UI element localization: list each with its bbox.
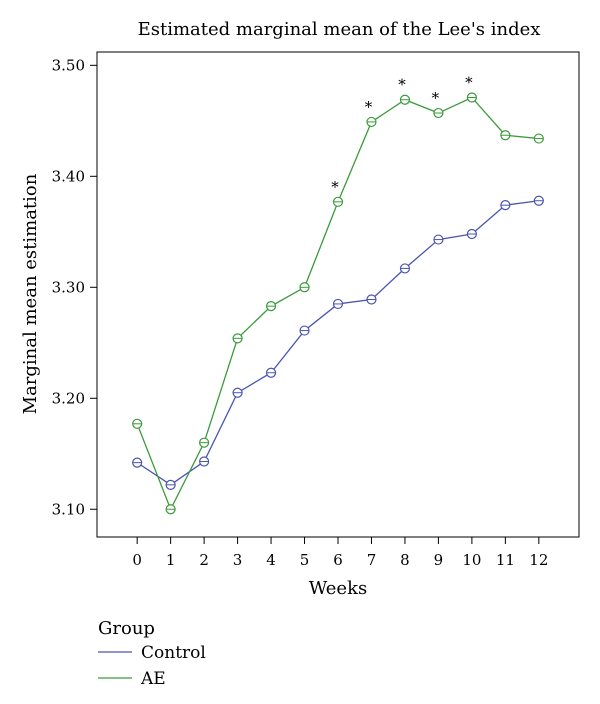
data-point-control xyxy=(232,387,243,398)
legend-title: Group xyxy=(98,618,155,639)
data-point-control xyxy=(299,325,310,336)
x-tick-label: 9 xyxy=(434,551,444,569)
data-point-ae xyxy=(433,107,444,119)
significance-marker: * xyxy=(331,178,339,196)
x-tick-label: 10 xyxy=(462,551,481,569)
significance-marker: * xyxy=(465,74,473,92)
data-point-control xyxy=(165,479,176,490)
x-tick-label: 6 xyxy=(333,551,343,569)
x-tick-label: 11 xyxy=(496,551,515,569)
x-tick-label: 7 xyxy=(367,551,377,569)
x-axis-label: Weeks xyxy=(309,578,367,599)
y-tick-label: 3.50 xyxy=(52,56,85,74)
data-point-ae xyxy=(332,196,344,207)
y-tick-label: 3.40 xyxy=(52,167,85,185)
legend-label: Control xyxy=(141,643,206,663)
y-tick-label: 3.30 xyxy=(52,278,85,296)
x-tick-label: 4 xyxy=(266,551,276,569)
x-tick-label: 3 xyxy=(233,551,243,569)
data-point-ae xyxy=(165,504,176,515)
legend: Group Control AE xyxy=(98,618,206,689)
data-point-control xyxy=(399,263,411,274)
plot-frame xyxy=(96,51,580,538)
series-line-control xyxy=(136,200,539,486)
data-point-ae xyxy=(199,437,210,448)
data-point-control xyxy=(433,234,444,245)
data-point-ae xyxy=(466,92,477,103)
x-tick-label: 1 xyxy=(166,551,176,569)
x-tick-label: 8 xyxy=(400,551,410,569)
data-point-control xyxy=(332,298,344,310)
x-tick-label: 5 xyxy=(300,551,310,569)
significance-marker: * xyxy=(365,98,373,116)
data-point-control xyxy=(366,294,377,305)
data-point-ae xyxy=(533,133,544,144)
significance-marker: * xyxy=(398,76,406,94)
data-point-ae xyxy=(366,116,377,128)
y-tick-label: 3.20 xyxy=(52,389,85,407)
chart-title: Estimated marginal mean of the Lee's ind… xyxy=(138,19,541,40)
data-point-control xyxy=(265,367,277,378)
x-tick-label: 12 xyxy=(529,551,548,569)
data-point-ae xyxy=(399,94,411,105)
x-tick-label: 0 xyxy=(132,551,142,569)
x-axis: 0 1 2 3 4 5 6 7 8 9 10 11 12 xyxy=(132,537,548,569)
annotation-layer: * * * * * xyxy=(331,74,473,196)
y-tick-label: 3.10 xyxy=(52,500,85,518)
legend-item-control: Control xyxy=(98,643,206,663)
data-point-ae xyxy=(299,282,310,293)
data-point-control xyxy=(132,457,143,468)
significance-marker: * xyxy=(432,89,440,107)
data-point-control xyxy=(533,195,544,206)
y-axis: 3.10 3.20 3.30 3.40 3.50 xyxy=(52,56,97,518)
series-layer xyxy=(132,92,544,515)
y-axis-label: Marginal mean estimation xyxy=(20,173,41,414)
data-point-ae xyxy=(265,301,277,312)
data-point-ae xyxy=(500,130,511,141)
data-point-ae xyxy=(232,333,243,344)
legend-item-ae: AE xyxy=(98,669,166,689)
legend-label: AE xyxy=(140,669,166,689)
x-tick-label: 2 xyxy=(199,551,209,569)
data-point-control xyxy=(500,200,511,211)
data-point-control xyxy=(199,456,210,467)
data-point-control xyxy=(466,228,477,240)
data-point-ae xyxy=(132,418,143,429)
